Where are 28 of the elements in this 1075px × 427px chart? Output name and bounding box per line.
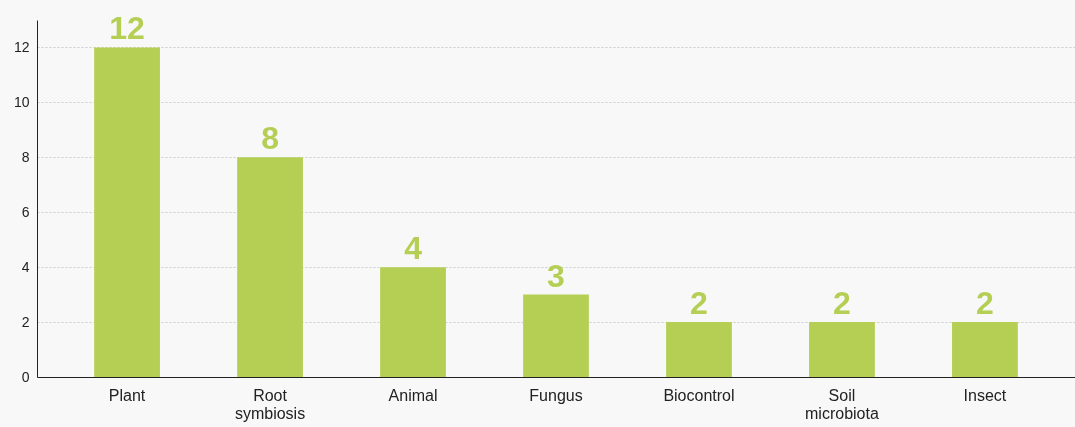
y-tick-label: 8: [21, 148, 30, 165]
data-label: 2: [833, 285, 851, 322]
bar: [666, 322, 732, 377]
data-label: 2: [690, 285, 708, 322]
bar: [380, 267, 446, 377]
bar: [809, 322, 875, 377]
data-label: 8: [261, 120, 279, 157]
x-tick-label: Animal: [388, 386, 438, 404]
x-tick-label: Insect: [963, 386, 1007, 404]
data-label: 12: [109, 10, 145, 47]
x-tick-label: Biocontrol: [663, 386, 735, 404]
data-label: 3: [547, 257, 565, 294]
bar: [523, 294, 589, 377]
x-tick-label: Fungus: [529, 386, 583, 404]
data-label: 2: [976, 285, 994, 322]
y-tick-label: 12: [13, 38, 30, 55]
bar: [94, 47, 160, 377]
bar: [237, 157, 303, 377]
y-tick-label: 2: [21, 313, 30, 330]
y-tick-label: 4: [21, 258, 30, 275]
x-tick-label: Soil microbiota: [805, 386, 879, 422]
x-tick-label: Plant: [108, 386, 146, 404]
y-tick-label: 6: [21, 203, 30, 220]
bar: [952, 322, 1018, 377]
y-tick-label: 0: [21, 368, 30, 385]
x-tick-label: Root symbiosis: [234, 386, 306, 422]
y-tick-label: 10: [13, 93, 30, 110]
data-label: 4: [404, 230, 423, 267]
